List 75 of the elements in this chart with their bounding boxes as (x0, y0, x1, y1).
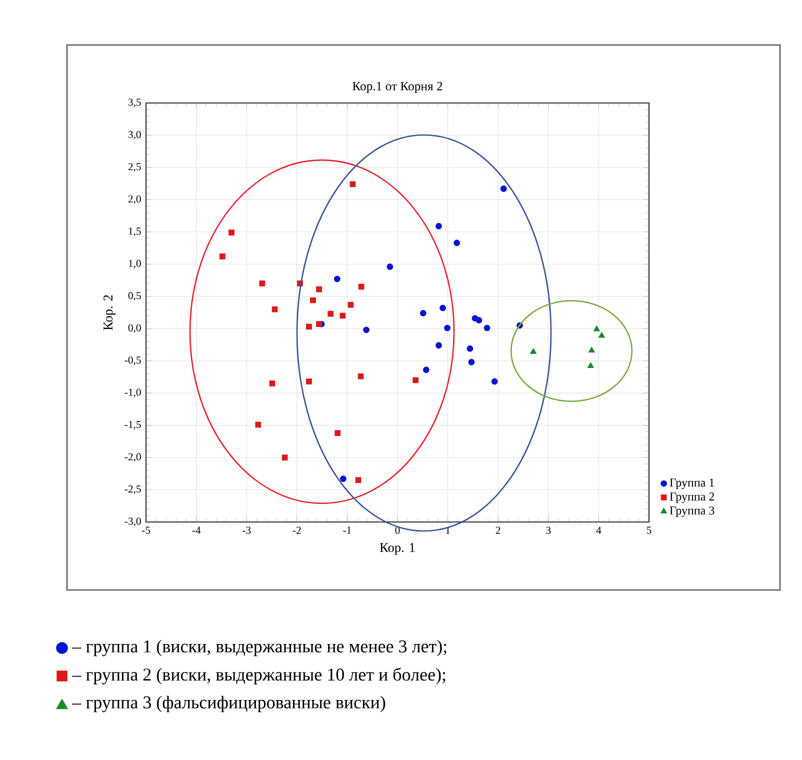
point (466, 345, 474, 352)
point (272, 306, 278, 312)
point (259, 280, 266, 286)
point (316, 286, 322, 292)
point (454, 240, 460, 246)
y-tick-label: 2,5 (128, 163, 141, 172)
chart-title: Кор.1 от Корня 2 (352, 82, 442, 93)
point (355, 477, 362, 484)
legend-label: Группа 3 (670, 506, 714, 517)
x-tick-label: -5 (142, 526, 150, 534)
point (306, 378, 312, 384)
point (420, 310, 426, 316)
y-tick-label: -1,5 (124, 420, 141, 430)
x-axis-title: Кор. 1 (380, 543, 415, 555)
point (598, 332, 605, 338)
point (476, 317, 482, 324)
point (334, 276, 340, 282)
x-tick-label: -2 (292, 526, 301, 534)
point (350, 181, 356, 188)
point (468, 358, 475, 366)
point (340, 476, 346, 482)
point (593, 326, 600, 332)
point (310, 297, 316, 304)
x-tick-label: 3 (546, 526, 551, 534)
x-tick-label: -1 (343, 526, 351, 534)
point (348, 302, 354, 308)
point (444, 324, 450, 332)
y-tick-label: -0,5 (124, 356, 141, 366)
y-tick-label: 3,0 (128, 130, 141, 140)
y-tick-label: 3,5 (128, 98, 141, 108)
point (228, 230, 234, 236)
y-tick-label: -3,0 (124, 518, 141, 526)
y-axis-title: Кор. 2 (104, 295, 116, 330)
point (500, 186, 507, 192)
legend-label: Группа 2 (670, 492, 714, 504)
point (530, 348, 537, 354)
point (422, 366, 430, 374)
y-tick-label: -1,0 (124, 388, 141, 398)
x-tick-label: -4 (192, 526, 201, 534)
y-tick-label: 0,5 (128, 292, 141, 301)
legend-label: Группа 1 (670, 478, 714, 490)
point (306, 324, 312, 330)
point (386, 264, 394, 270)
text: – группа 1 (виски, выдержанные не менее 3 лет); (72, 640, 446, 656)
point (255, 422, 262, 428)
x-tick-label: 2 (496, 526, 500, 534)
text: – группа 2 (виски, выдержанные 10 лет и более); (72, 668, 446, 684)
point (340, 312, 346, 319)
point (220, 253, 226, 260)
point (440, 304, 446, 312)
y-tick-label: -2,5 (124, 485, 141, 494)
point (358, 373, 364, 380)
point (316, 321, 322, 328)
text: – группа 3 (фальсифицированные виски) (72, 696, 386, 712)
x-tick-label: 5 (646, 526, 652, 534)
point (436, 342, 442, 349)
y-tick-label: -2,0 (124, 453, 141, 462)
point (587, 362, 594, 368)
point (491, 378, 498, 385)
y-tick-label: 2,0 (128, 195, 141, 204)
y-tick-label: 1,0 (128, 260, 141, 269)
point (436, 222, 442, 230)
point (484, 324, 490, 332)
point (588, 346, 595, 353)
point (282, 454, 288, 460)
y-tick-label: 1,5 (128, 228, 141, 236)
point (363, 326, 370, 334)
point (328, 310, 334, 317)
point (334, 430, 341, 436)
y-tick-label: 0,0 (128, 324, 141, 333)
point (269, 380, 276, 386)
x-tick-label: 4 (596, 526, 602, 534)
point (412, 377, 419, 384)
x-tick-label: -3 (242, 526, 251, 534)
point (358, 284, 364, 290)
